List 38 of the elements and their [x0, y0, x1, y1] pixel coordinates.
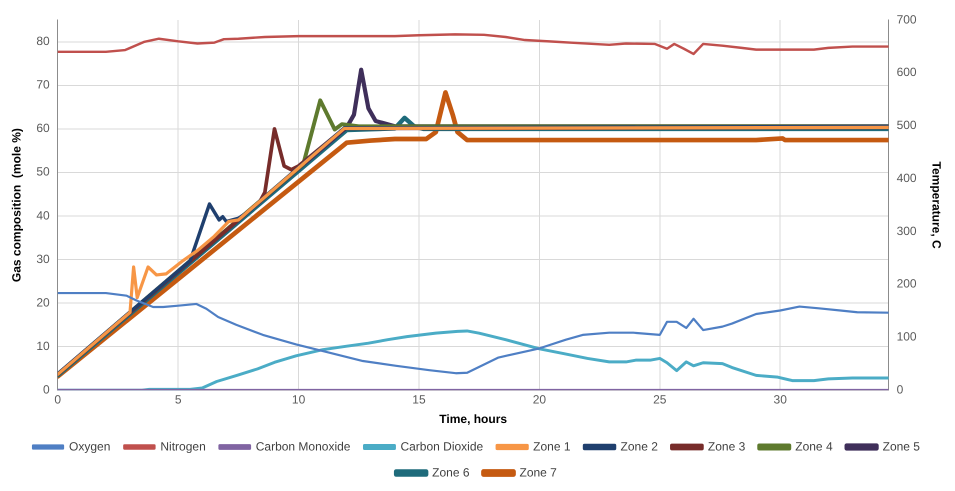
y-tick-label: 0 [43, 382, 50, 397]
legend-label: Zone 1 [533, 439, 571, 454]
y-tick-label: 50 [36, 164, 50, 179]
x-tick-label: 30 [774, 392, 788, 407]
y-tick-label: 40 [36, 208, 50, 222]
x-tick-label: 20 [532, 392, 546, 407]
x-tick-label: 5 [174, 392, 182, 407]
legend-label: Zone 6 [432, 465, 470, 480]
y2-tick-label: 300 [896, 224, 917, 238]
y2-tick-label: 200 [896, 276, 917, 291]
x-tick-label: 10 [292, 392, 306, 407]
x-tick-label: 25 [653, 392, 667, 407]
y2-tick-label: 0 [896, 382, 904, 397]
legend-label: Carbon Monoxide [256, 439, 351, 454]
legend-label: Nitrogen [160, 439, 206, 454]
y-tick-label: 30 [36, 252, 50, 266]
y-tick-label: 80 [36, 34, 50, 48]
y-tick-label: 10 [36, 338, 50, 353]
y2-tick-label: 500 [896, 118, 917, 132]
legend-label: Zone 2 [620, 439, 658, 454]
y2-tick-label: 100 [896, 330, 917, 344]
legend-label: Oxygen [69, 439, 110, 454]
legend-label: Zone 4 [795, 439, 833, 454]
y-axis-title: Gas composition (mole %) [10, 128, 24, 282]
y2-tick-label: 400 [896, 170, 917, 185]
y2-axis-title: Temperature, C [929, 162, 944, 249]
y2-tick-label: 700 [896, 12, 917, 26]
y-tick-label: 70 [36, 78, 50, 92]
legend-label: Zone 3 [708, 439, 746, 454]
x-axis-title: Time, hours [439, 412, 508, 426]
y2-tick-label: 600 [896, 65, 917, 80]
legend-label: Zone 7 [520, 465, 558, 480]
x-tick-label: 15 [412, 392, 426, 407]
y-tick-label: 20 [36, 295, 50, 310]
legend-label: Carbon Dioxide [400, 439, 484, 454]
y-tick-label: 60 [36, 121, 50, 136]
x-tick-label: 0 [54, 392, 62, 407]
legend-label: Zone 5 [882, 439, 920, 454]
